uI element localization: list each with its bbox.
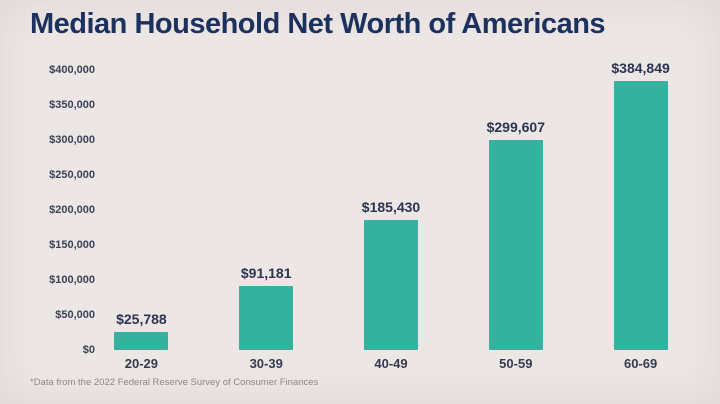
y-axis-tick-label: $250,000 <box>49 169 95 181</box>
bar-30-39 <box>239 286 294 350</box>
y-axis-tick-label: $300,000 <box>49 134 95 146</box>
bar-50-59 <box>488 140 543 350</box>
y-axis-tick-label: $150,000 <box>49 239 95 251</box>
source-footnote: *Data from the 2022 Federal Reserve Surv… <box>30 377 319 388</box>
x-axis-category-label: 50-59 <box>499 356 533 371</box>
x-axis-category-label: 20-29 <box>124 356 159 371</box>
bar-40-49 <box>364 220 418 350</box>
bar-value-label: $91,181 <box>240 265 292 282</box>
bar-value-label: $185,430 <box>361 199 421 216</box>
y-axis-tick-label: $350,000 <box>49 99 95 111</box>
bar-value-label: $299,607 <box>486 119 545 136</box>
y-axis-tick-label: $0 <box>82 344 95 356</box>
chart-title: Median Household Net Worth of Americans <box>30 8 606 40</box>
bar-value-label: $384,849 <box>611 59 670 76</box>
bar-value-label: $25,788 <box>116 310 167 327</box>
y-axis-tick-label: $50,000 <box>55 309 95 321</box>
bar-20-29 <box>114 331 169 350</box>
y-axis-tick-label: $100,000 <box>49 274 95 286</box>
y-axis-tick-label: $400,000 <box>49 64 95 76</box>
bar-60-69 <box>613 80 668 350</box>
x-axis-category-label: 60-69 <box>623 356 658 371</box>
x-axis-category-label: 40-49 <box>374 356 408 371</box>
y-axis-tick-label: $200,000 <box>49 204 95 216</box>
x-axis-category-label: 30-39 <box>249 356 283 371</box>
